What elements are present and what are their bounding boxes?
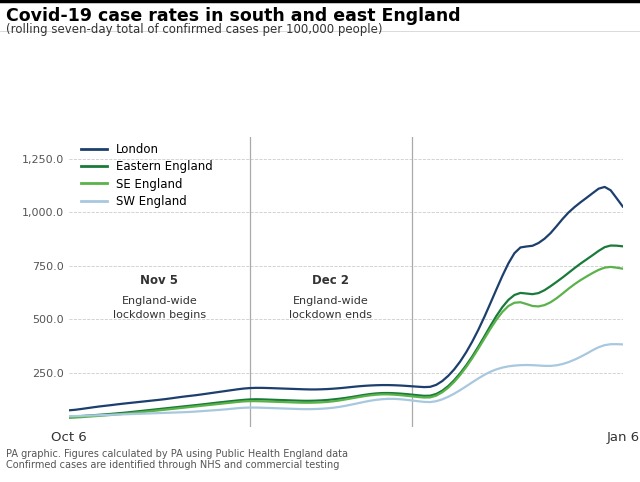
- Text: England-wide
lockdown ends: England-wide lockdown ends: [289, 296, 372, 320]
- Text: Dec 2: Dec 2: [312, 274, 349, 287]
- Text: PA graphic. Figures calculated by PA using Public Health England data: PA graphic. Figures calculated by PA usi…: [6, 449, 348, 459]
- Legend: London, Eastern England, SE England, SW England: London, Eastern England, SE England, SW …: [81, 143, 212, 208]
- Text: England-wide
lockdown begins: England-wide lockdown begins: [113, 296, 206, 320]
- Text: Nov 5: Nov 5: [140, 274, 179, 287]
- Text: Covid-19 case rates in south and east England: Covid-19 case rates in south and east En…: [6, 7, 461, 25]
- Text: (rolling seven-day total of confirmed cases per 100,000 people): (rolling seven-day total of confirmed ca…: [6, 23, 383, 36]
- Text: Confirmed cases are identified through NHS and commercial testing: Confirmed cases are identified through N…: [6, 460, 340, 470]
